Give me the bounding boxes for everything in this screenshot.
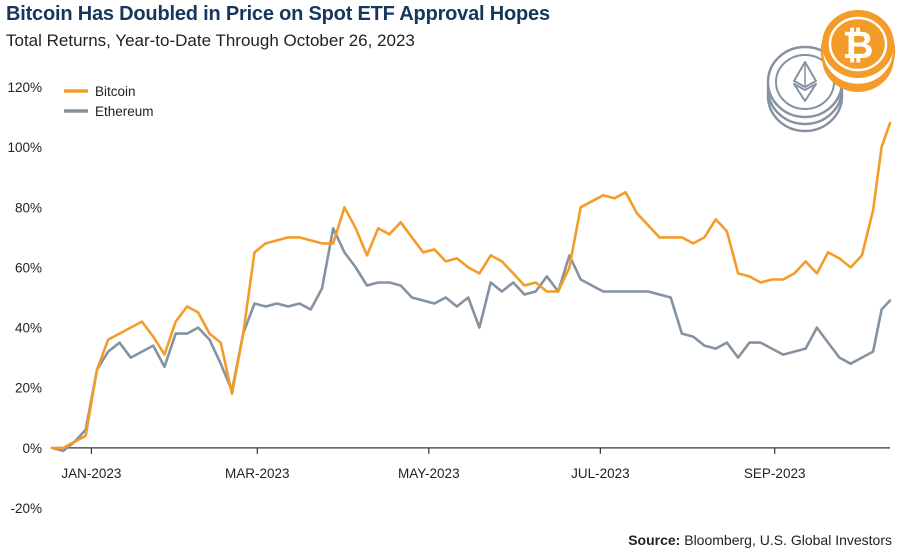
chart-title: Bitcoin Has Doubled in Price on Spot ETF…	[6, 3, 550, 25]
y-tick-label: 100%	[7, 140, 42, 155]
x-axis: JAN-2023 MAR-2023 MAY-2023 JUL-2023 SEP-2023	[61, 447, 806, 481]
svg-text:₿: ₿	[843, 23, 874, 67]
series-lines	[50, 121, 892, 453]
series-line-ethereum	[50, 227, 892, 453]
legend-label-bitcoin: Bitcoin	[95, 84, 136, 99]
source-text: Bloomberg, U.S. Global Investors	[684, 532, 892, 548]
legend-label-ethereum: Ethereum	[95, 104, 154, 119]
x-tick-label: MAY-2023	[398, 466, 460, 481]
y-axis: -20% 0% 20% 40% 60% 80% 100% 120%	[7, 80, 42, 516]
bitcoin-coin-icon: ₿	[820, 10, 896, 92]
chart-subtitle: Total Returns, Year-to-Date Through Octo…	[6, 31, 415, 50]
y-tick-label: 80%	[15, 200, 42, 215]
y-tick-label: 0%	[22, 441, 42, 456]
y-tick-label: 20%	[15, 381, 42, 396]
x-tick-label: JUL-2023	[571, 466, 630, 481]
source-label: Source:	[628, 532, 681, 548]
y-tick-label: 40%	[15, 321, 42, 336]
y-tick-label: -20%	[10, 501, 42, 516]
series-line-bitcoin	[50, 121, 892, 450]
x-tick-label: MAR-2023	[225, 466, 290, 481]
source-note: Source: Bloomberg, U.S. Global Investors	[628, 532, 892, 548]
legend: Bitcoin Ethereum	[64, 84, 154, 119]
y-tick-label: 60%	[15, 260, 42, 275]
x-tick-label: JAN-2023	[61, 466, 121, 481]
y-tick-label: 120%	[7, 80, 42, 95]
x-tick-label: SEP-2023	[744, 466, 806, 481]
